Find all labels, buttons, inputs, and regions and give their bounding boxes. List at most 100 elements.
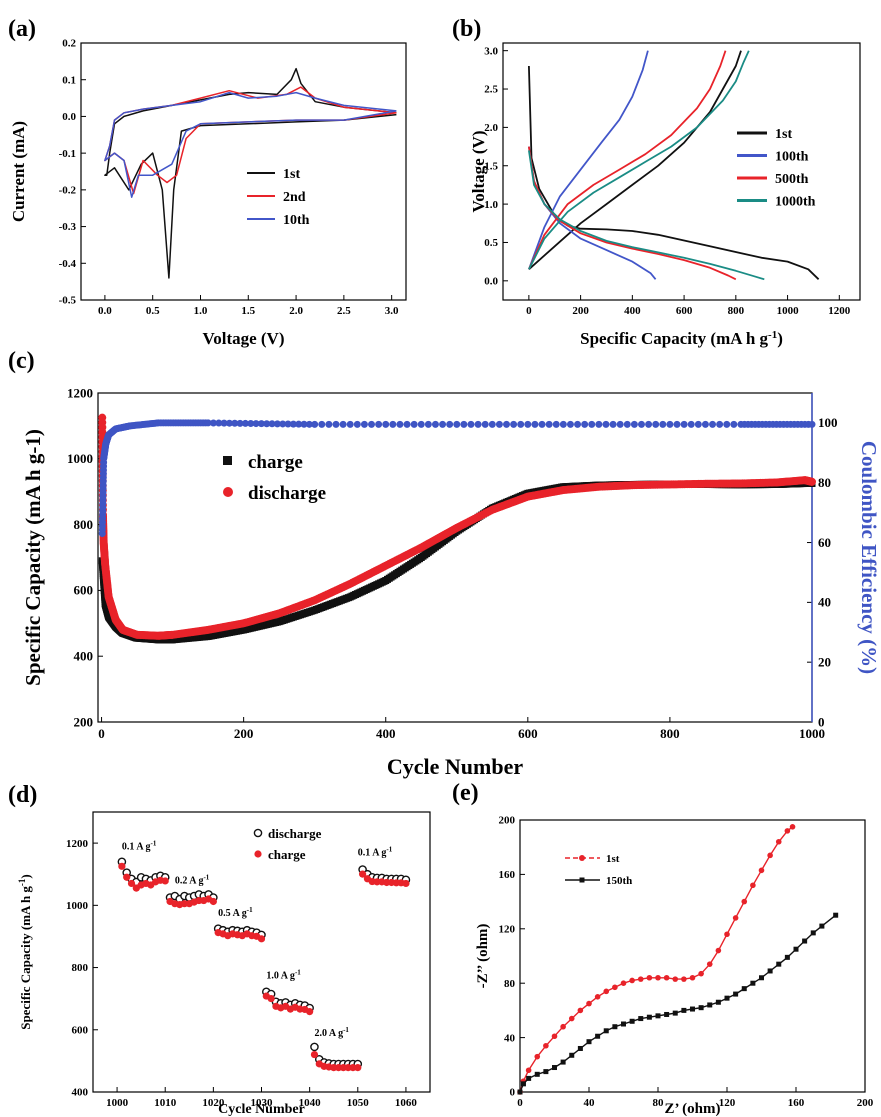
series-line-1st xyxy=(519,826,793,1093)
y-tick-label: 1000 xyxy=(66,900,89,912)
series-1st-point xyxy=(789,824,796,830)
y-tick-label: -0.5 xyxy=(59,295,77,307)
series-1st-point xyxy=(551,1033,558,1040)
y-tick-label: 0.5 xyxy=(484,237,498,249)
x-axis-label: Z’ (ohm) xyxy=(665,1101,721,1117)
y-tick-label: 100 xyxy=(818,415,838,430)
rate-annotation-text: 2.0 A g xyxy=(314,1028,343,1039)
chart-a-frame xyxy=(80,42,407,301)
series-1st-point xyxy=(784,828,791,834)
rate-annotation: 0.2 A g-1 xyxy=(175,874,210,887)
ce-point xyxy=(602,420,610,428)
ce-point xyxy=(295,420,303,428)
discharge-point xyxy=(310,1042,319,1052)
x-tick-label: 0.5 xyxy=(146,305,160,317)
ce-point xyxy=(241,419,249,427)
y-tick-label: 1200 xyxy=(67,385,93,400)
series-1st-point xyxy=(586,1000,592,1007)
x-tick-label: 80 xyxy=(653,1097,665,1109)
ce-point xyxy=(225,419,233,427)
charge-point xyxy=(161,877,169,885)
ce-point xyxy=(236,419,244,427)
ce-point xyxy=(581,420,589,428)
ce-point xyxy=(318,420,326,428)
ce-point xyxy=(488,420,496,428)
x-tick-label: 0 xyxy=(517,1097,523,1109)
legend-label-charge: charge xyxy=(268,847,306,862)
ce-point xyxy=(284,420,292,428)
ce-point xyxy=(360,420,368,428)
series-1st-point xyxy=(594,994,601,1000)
legend-label-2nd: 2nd xyxy=(283,190,306,205)
ce-point xyxy=(673,420,681,428)
y-tick-label: -0.4 xyxy=(59,258,77,270)
x-axis-label: Voltage (V) xyxy=(203,329,285,348)
y-tick-label: 2.0 xyxy=(484,122,498,134)
ce-point xyxy=(723,420,731,428)
ce-point xyxy=(353,420,361,428)
y-tick-label: 0.1 xyxy=(62,74,76,86)
series-150th-point xyxy=(715,999,721,1005)
ce-point xyxy=(474,420,482,428)
ce-point xyxy=(220,419,228,427)
rate-annotation: 0.1 A g-1 xyxy=(358,846,393,859)
x-tick-label: 800 xyxy=(660,726,680,741)
series-1st-point xyxy=(629,977,635,984)
ce-point xyxy=(247,420,255,428)
x-tick-label: 1.5 xyxy=(241,305,255,317)
y-tick-label: 2.5 xyxy=(484,84,498,96)
y-tick-label: 0 xyxy=(510,1087,516,1099)
ce-point xyxy=(630,420,638,428)
series-1st-point xyxy=(698,970,704,977)
y-tick-label: 160 xyxy=(499,869,516,881)
series-150th-point xyxy=(621,1021,626,1027)
charge-point xyxy=(123,873,131,881)
ce-point xyxy=(510,420,518,428)
rate-annotation: 1.0 A g-1 xyxy=(266,968,301,981)
series-charge-500th xyxy=(528,50,727,270)
y-tick-label: 800 xyxy=(72,962,89,974)
series-1st-point xyxy=(732,915,739,921)
y-axis-label: Specific Capacity (mA h g-1) xyxy=(17,874,33,1030)
rate-annotation: 0.5 A g-1 xyxy=(218,906,253,919)
legend-label-150th: 150th xyxy=(606,875,632,887)
series-150th-point xyxy=(707,1002,713,1008)
ce-point xyxy=(346,420,354,428)
x-tick-label: 600 xyxy=(518,726,538,741)
ce-point xyxy=(215,419,223,427)
chart-d-rate: 1000 1010 1020 1030 1040 1050 1060 400 600 800 100… xyxy=(17,811,431,1117)
ce-point xyxy=(709,420,717,428)
series-150th-point xyxy=(655,1013,661,1019)
y-tick-label: 40 xyxy=(504,1032,516,1044)
ce-point xyxy=(431,420,439,428)
rate-annotation-text: 1.0 A g xyxy=(266,970,295,981)
ce-point xyxy=(289,420,297,428)
ce-point xyxy=(279,420,287,428)
y2-axis-label: Coulombic Efficiency (%) xyxy=(857,441,881,674)
ce-point xyxy=(666,420,674,428)
series-1st-point xyxy=(715,947,722,954)
ce-point xyxy=(396,420,404,428)
x-axis-label: Specific Capacity (mA h g-1) xyxy=(580,329,783,348)
series-charge-1000th xyxy=(528,50,750,270)
panel-label-a: (a) xyxy=(8,16,36,42)
series-discharge-1st xyxy=(528,65,820,280)
series-line-1st xyxy=(104,67,397,279)
x-tick-label: 160 xyxy=(788,1097,805,1109)
ce-point xyxy=(538,420,546,428)
ce-point xyxy=(467,420,475,428)
y-tick-label: 20 xyxy=(818,655,831,670)
series-1st-point xyxy=(603,988,610,995)
y-axis-label-sup: -1 xyxy=(17,878,27,886)
ce-point xyxy=(375,420,383,428)
ce-point xyxy=(517,420,525,428)
ce-point xyxy=(332,420,340,428)
x-tick-label: 0.0 xyxy=(98,305,112,317)
series-150th-point xyxy=(819,923,825,929)
series-150th-point xyxy=(759,975,764,981)
series-150th-point xyxy=(526,1075,532,1081)
series-line-150th xyxy=(519,914,837,1093)
x-tick-label: 400 xyxy=(376,726,396,741)
series-1st-point xyxy=(750,882,756,889)
ce-point xyxy=(382,420,390,428)
